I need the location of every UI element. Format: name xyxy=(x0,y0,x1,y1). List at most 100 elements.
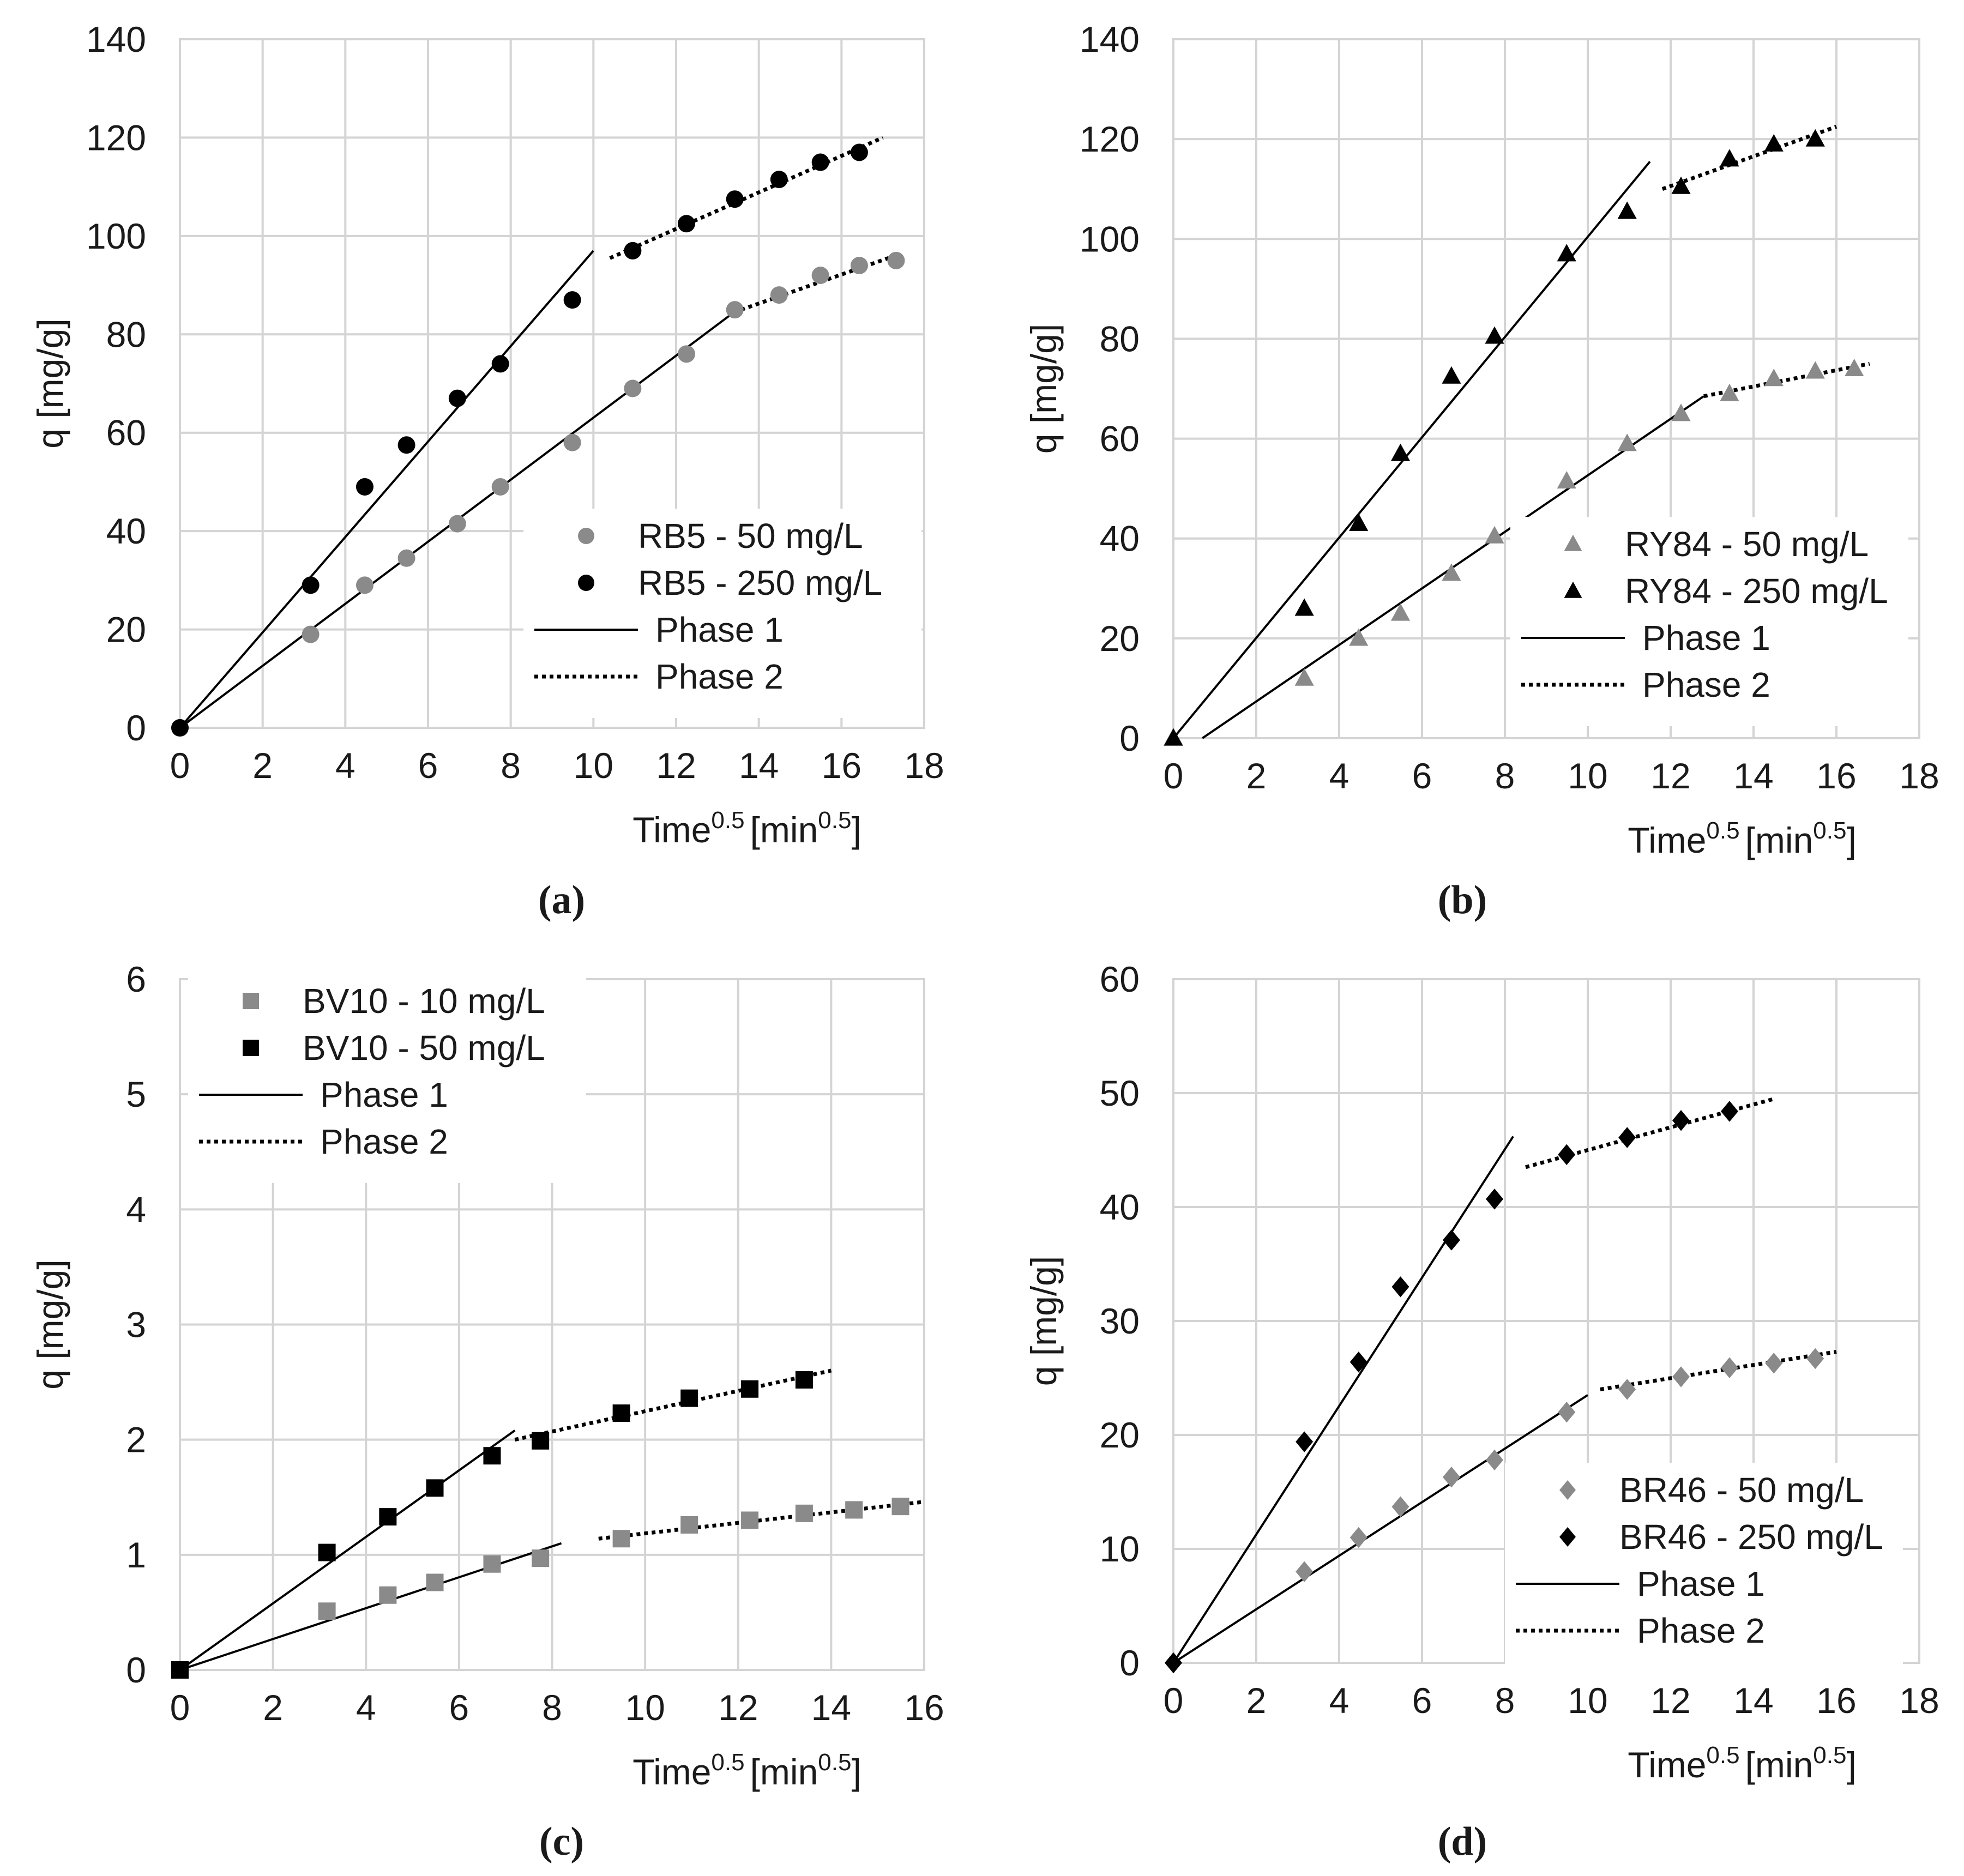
x-tick-label: 4 xyxy=(1329,1680,1350,1721)
x-axis-title-part: 0.5 xyxy=(1706,817,1739,844)
high-conc-data-point xyxy=(1557,244,1576,262)
high-conc-data-point xyxy=(1349,513,1369,531)
low-conc-data-point xyxy=(624,379,642,397)
x-tick-label: 2 xyxy=(252,745,273,786)
high-conc-data-point xyxy=(1485,326,1504,344)
y-tick-label: 120 xyxy=(1080,119,1140,159)
legend-label: RY84 - 250 mg/L xyxy=(1625,571,1888,611)
low-conc-data-point xyxy=(1391,1496,1409,1517)
high-conc-data-point xyxy=(1805,129,1825,147)
phase1-fit-line xyxy=(1172,1394,1589,1664)
phase2-fit-line xyxy=(1703,361,1870,399)
x-tick-label: 0 xyxy=(1164,1680,1184,1721)
legend-label: BR46 - 250 mg/L xyxy=(1619,1517,1883,1557)
high-conc-data-point xyxy=(624,242,642,260)
high-conc-data-point xyxy=(302,576,320,594)
y-tick-label: 20 xyxy=(1100,618,1140,659)
x-tick-label: 8 xyxy=(1495,756,1515,796)
high-conc-data-point xyxy=(1486,1189,1503,1210)
x-axis-title-part: ] xyxy=(851,1752,861,1792)
x-axis-title-part: 0.5 xyxy=(818,807,851,834)
x-tick-label: 0 xyxy=(1164,756,1184,796)
x-axis-title-part: Time xyxy=(1628,1745,1706,1785)
x-axis-title-part: 0.5 xyxy=(711,807,744,834)
high-conc-data-point xyxy=(1720,149,1739,167)
y-tick-label: 60 xyxy=(106,413,146,453)
x-axis-title-part: Time xyxy=(632,1752,711,1792)
legend-label: Phase 2 xyxy=(1642,665,1770,704)
low-conc-data-point xyxy=(1296,1561,1314,1582)
y-tick-label: 140 xyxy=(86,19,146,59)
y-tick-label: 50 xyxy=(1100,1073,1140,1113)
y-tick-label: 60 xyxy=(1100,419,1140,459)
y-tick-label: 120 xyxy=(86,117,146,158)
high-conc-data-point xyxy=(850,143,868,161)
high-conc-data-point xyxy=(1618,1127,1636,1148)
legend-label: Phase 2 xyxy=(320,1122,448,1161)
low-conc-data-point xyxy=(1390,603,1411,621)
x-tick-label: 14 xyxy=(811,1687,851,1728)
low-conc-data-point xyxy=(1720,1357,1738,1378)
y-tick-label: 40 xyxy=(106,511,146,551)
low-conc-data-point xyxy=(845,1501,863,1519)
y-tick-label: 10 xyxy=(1100,1529,1140,1569)
legend-label: Phase 1 xyxy=(1642,618,1770,657)
high-conc-data-point xyxy=(171,1661,189,1679)
legend-marker xyxy=(243,993,259,1009)
x-tick-label: 10 xyxy=(1568,1680,1607,1721)
x-axis-title: Time0.5 [min0.5] xyxy=(1628,817,1857,860)
low-conc-data-point xyxy=(1442,1467,1460,1488)
x-axis-title: Time0.5 [min0.5] xyxy=(632,1749,861,1792)
legend-label: BR46 - 50 mg/L xyxy=(1619,1470,1864,1510)
legend-label: RB5 - 50 mg/L xyxy=(638,516,863,556)
x-axis-title-part: ] xyxy=(851,810,861,850)
y-tick-label: 80 xyxy=(1100,318,1140,359)
legend-label: RB5 - 250 mg/L xyxy=(638,563,882,602)
x-axis-title: Time0.5 [min0.5] xyxy=(1628,1742,1857,1785)
high-conc-data-point xyxy=(1391,1276,1409,1298)
low-conc-data-point xyxy=(887,251,905,269)
high-conc-data-point xyxy=(1558,1144,1576,1166)
x-tick-label: 14 xyxy=(1733,756,1773,796)
high-conc-data-point xyxy=(811,153,829,171)
low-conc-data-point xyxy=(318,1602,336,1620)
x-axis-title-part: [min xyxy=(750,810,818,850)
panel-label: (c) xyxy=(539,1819,584,1864)
low-conc-data-point xyxy=(1806,1348,1824,1370)
low-conc-data-point xyxy=(1720,383,1739,401)
x-tick-label: 16 xyxy=(822,745,861,786)
high-conc-data-point xyxy=(1617,201,1637,219)
low-conc-data-point xyxy=(1805,361,1825,379)
legend-background xyxy=(1510,517,1908,726)
low-conc-data-point xyxy=(726,301,744,319)
high-conc-data-point xyxy=(379,1508,397,1526)
legend-marker xyxy=(578,575,594,591)
legend-marker xyxy=(578,528,594,544)
x-tick-label: 6 xyxy=(449,1687,469,1728)
phase2-fit-line xyxy=(733,254,896,314)
legend: RY84 - 50 mg/L RY84 - 250 mg/L Phase 1 Phas… xyxy=(1510,517,1908,726)
legend-label: BV10 - 10 mg/L xyxy=(303,981,545,1021)
x-tick-label: 18 xyxy=(1899,756,1939,796)
phase1-fit-line xyxy=(1172,1136,1514,1664)
y-tick-label: 4 xyxy=(126,1189,146,1229)
x-tick-label: 0 xyxy=(170,1687,190,1728)
y-tick-label: 1 xyxy=(126,1535,146,1575)
low-conc-data-point xyxy=(891,1498,909,1516)
x-axis-title-part: Time xyxy=(632,810,711,850)
legend: BV10 - 10 mg/L BV10 - 50 mg/L Phase 1 Phase… xyxy=(188,974,586,1183)
high-conc-data-point xyxy=(1764,134,1784,152)
y-tick-label: 20 xyxy=(1100,1415,1140,1455)
high-conc-data-point xyxy=(1442,1229,1460,1251)
low-conc-data-point xyxy=(483,1555,501,1573)
high-conc-data-point xyxy=(532,1432,550,1450)
legend-marker xyxy=(1559,1527,1576,1547)
phase1-fit-line xyxy=(179,1429,516,1671)
low-conc-data-point xyxy=(1485,526,1504,544)
x-tick-label: 14 xyxy=(1733,1680,1773,1721)
x-tick-label: 6 xyxy=(418,745,438,786)
x-axis-title-part: [min xyxy=(750,1752,818,1792)
panel-d: 0 2 4 6 8 10 12 14 16 18 0 10 20 30 40 50 60 q [mg/g] Time… xyxy=(1023,959,1939,1864)
legend-label: BV10 - 50 mg/L xyxy=(303,1028,545,1067)
x-tick-label: 4 xyxy=(1329,756,1350,796)
